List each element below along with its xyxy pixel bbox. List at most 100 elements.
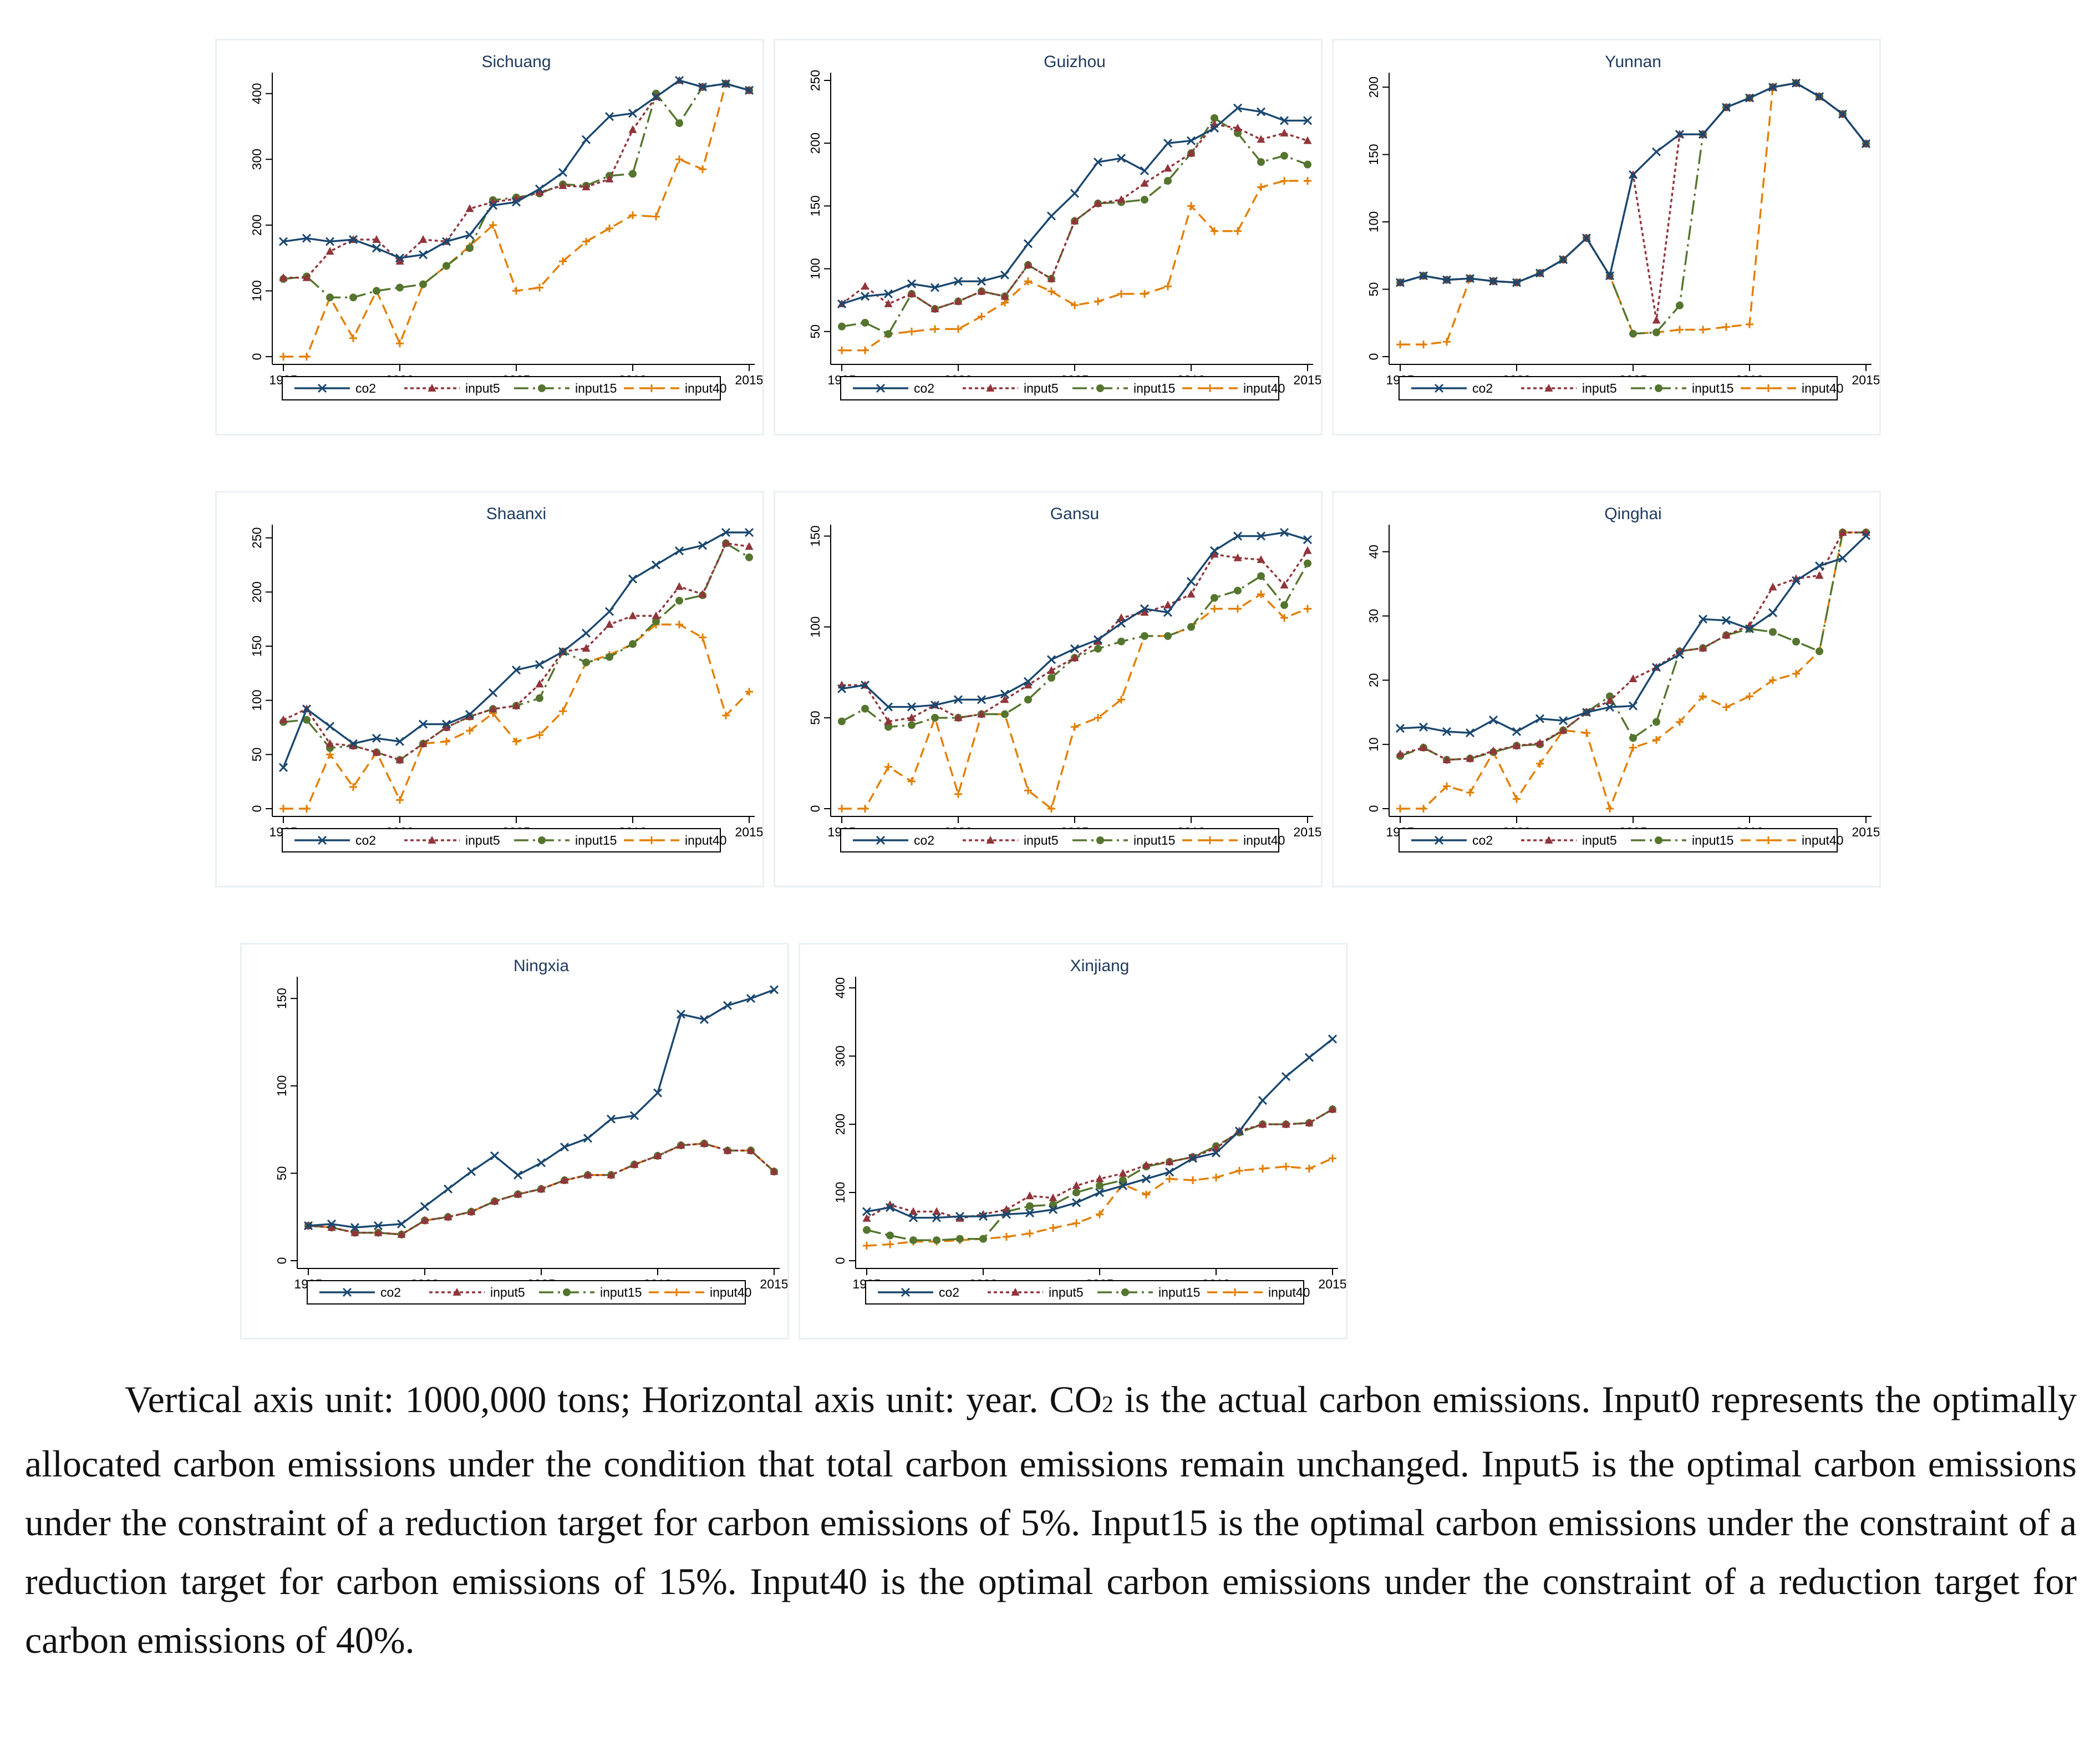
- data-point-input40: [861, 805, 869, 813]
- data-point-input5: [395, 755, 404, 764]
- data-point-input40: [1606, 805, 1614, 813]
- data-point-input40: [954, 790, 962, 798]
- data-point-input5: [1257, 555, 1265, 564]
- data-point-co2: [372, 243, 382, 253]
- data-point-input40: [1187, 202, 1195, 210]
- data-point-co2: [653, 1088, 663, 1098]
- series-co2: [837, 527, 1313, 712]
- data-point-input15: [1096, 1181, 1104, 1190]
- data-point-co2: [418, 250, 428, 260]
- data-point-input40: [1003, 1232, 1010, 1241]
- data-point-input15: [1211, 114, 1218, 122]
- data-point-input40: [838, 346, 846, 354]
- data-point-input40: [1746, 320, 1753, 328]
- data-point-input5: [1282, 1120, 1290, 1128]
- data-point-input5: [1233, 124, 1242, 132]
- y-tick-label: 0: [250, 353, 264, 361]
- y-tick-label: 250: [808, 70, 822, 91]
- data-point-input15: [466, 244, 474, 252]
- data-point-input15: [1676, 301, 1684, 309]
- data-point-input5: [442, 723, 451, 731]
- chart-sichuang: Sichuang01002003004001995200020052010201…: [250, 53, 762, 400]
- data-point-input5: [909, 1207, 918, 1215]
- legend-label-co2: co2: [939, 1285, 959, 1300]
- data-point-input40: [908, 777, 916, 785]
- data-point-input40: [884, 763, 892, 771]
- data-point-input5: [1000, 292, 1009, 300]
- series-line-input15: [283, 83, 750, 298]
- y-tick-label: 100: [250, 690, 264, 711]
- data-point-co2: [1745, 624, 1755, 633]
- data-point-co2: [1233, 103, 1243, 113]
- legend-marker-co2: [317, 835, 327, 845]
- legend-marker-input15: [1096, 836, 1104, 844]
- data-point-co2: [930, 701, 940, 710]
- series-line-input15: [1400, 82, 1867, 335]
- series-input5: [1396, 528, 1870, 763]
- data-point-input5: [884, 299, 893, 307]
- series-line-input5: [283, 79, 750, 279]
- data-point-co2: [1418, 722, 1428, 732]
- series-co2: [278, 527, 754, 772]
- data-point-input5: [560, 1176, 569, 1184]
- data-point-input40: [1746, 692, 1753, 701]
- data-point-co2: [1303, 535, 1313, 545]
- legend-marker-input15: [538, 836, 546, 844]
- data-point-co2: [674, 546, 684, 556]
- data-point-input5: [326, 739, 334, 747]
- legend-label-co2: co2: [355, 381, 376, 395]
- y-tick-label: 200: [1366, 77, 1381, 98]
- y-tick-label: 100: [1366, 211, 1381, 232]
- series-line-input40: [842, 180, 1308, 352]
- data-point-input40: [1071, 723, 1079, 731]
- data-point-co2: [837, 684, 847, 693]
- data-point-input5: [1442, 755, 1451, 763]
- data-point-input40: [489, 221, 497, 229]
- legend-marker-input40: [1206, 836, 1214, 844]
- data-point-input40: [279, 353, 287, 361]
- data-point-input40: [1676, 718, 1684, 726]
- data-point-co2: [1512, 727, 1522, 737]
- data-point-input15: [909, 1236, 917, 1245]
- data-point-input40: [1189, 1176, 1197, 1184]
- legend-marker-input5: [986, 384, 995, 392]
- data-point-co2: [676, 1009, 686, 1019]
- legend-marker-input40: [1765, 384, 1772, 392]
- data-point-input15: [1304, 559, 1311, 567]
- data-point-input40: [349, 334, 357, 342]
- data-point-input40: [1071, 301, 1079, 309]
- data-point-co2: [1000, 689, 1010, 699]
- data-point-co2: [907, 279, 917, 288]
- data-point-co2: [1095, 1187, 1105, 1197]
- y-tick-label: 200: [808, 133, 822, 154]
- data-point-co2: [1186, 136, 1196, 145]
- data-point-input5: [1629, 674, 1638, 683]
- data-point-input15: [1792, 637, 1800, 646]
- data-point-co2: [536, 1158, 546, 1168]
- series-input5: [279, 76, 754, 281]
- data-point-input5: [1000, 695, 1009, 703]
- series-co2: [1395, 78, 1871, 287]
- data-point-co2: [721, 79, 731, 88]
- data-point-input5: [1815, 571, 1824, 579]
- data-point-co2: [721, 527, 731, 537]
- data-point-co2: [1188, 1154, 1198, 1163]
- legend-marker-co2: [317, 383, 327, 393]
- legend-label-input5: input5: [1024, 833, 1059, 847]
- data-point-input40: [1257, 590, 1265, 598]
- data-point-input40: [1280, 613, 1288, 622]
- data-point-input40: [1536, 759, 1544, 768]
- data-point-input5: [907, 289, 916, 297]
- data-point-input40: [582, 237, 590, 246]
- y-tick-label: 250: [250, 527, 264, 549]
- data-point-input40: [745, 688, 753, 696]
- data-point-co2: [953, 695, 963, 704]
- legend-label-co2: co2: [914, 381, 934, 395]
- chart-ningxia: Ningxia05010015019952000200520102015co2i…: [274, 957, 787, 1305]
- data-point-co2: [1046, 655, 1056, 664]
- data-point-co2: [1535, 714, 1545, 723]
- data-point-input5: [605, 620, 614, 628]
- data-point-co2: [1395, 724, 1405, 733]
- data-point-input5: [977, 709, 986, 718]
- data-point-input15: [1769, 628, 1777, 636]
